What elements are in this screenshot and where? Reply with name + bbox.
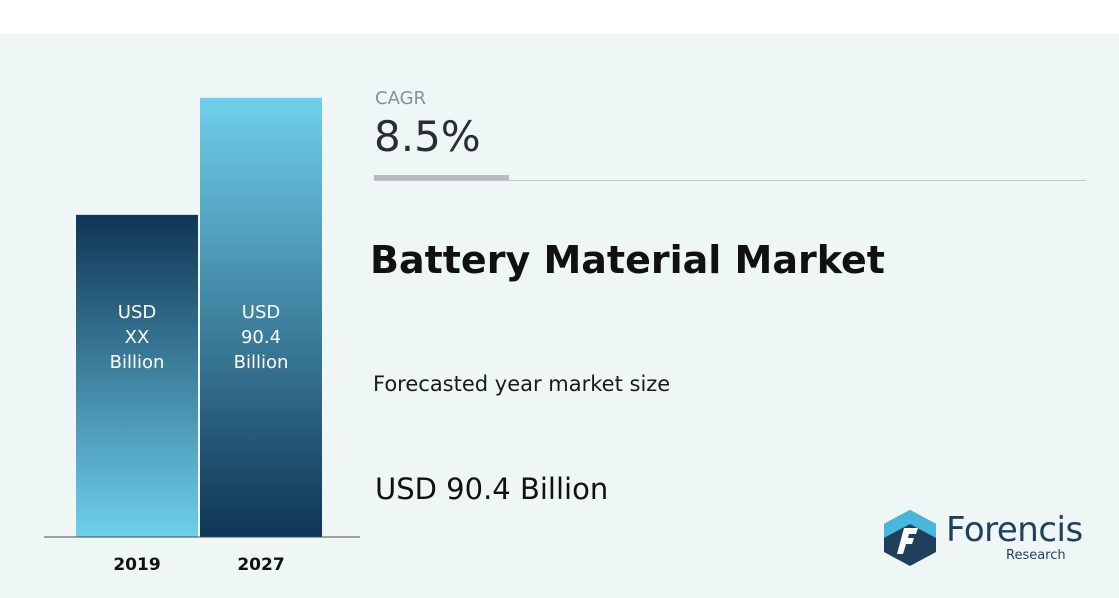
market-title: Battery Material Market — [370, 238, 885, 282]
logo-subtitle: Research — [1006, 548, 1066, 563]
cagr-value: 8.5% — [374, 112, 481, 161]
cagr-label: CAGR — [375, 88, 427, 109]
bar-label-2027-line-3: Billion — [234, 352, 289, 373]
cagr-underline — [374, 175, 509, 180]
logo-name: Forencis — [946, 510, 1083, 550]
bar-label-2027-line-2: 90.4 — [241, 327, 281, 348]
divider-rule — [374, 180, 1086, 181]
bar-label-2019-line-2: XX — [125, 327, 150, 348]
bar-label-2019-line-1: USD — [118, 302, 156, 323]
forecast-label: Forecasted year market size — [373, 372, 671, 396]
x-tick-2027: 2027 — [237, 555, 284, 575]
bar-label-2019-line-3: Billion — [110, 352, 165, 373]
forencis-logo: Forencis Research — [880, 508, 1083, 568]
bar-chart: USD XX Billion USD 90.4 Billion 2019 2027 — [44, 97, 360, 575]
bar-2027 — [200, 97, 322, 537]
x-tick-2019: 2019 — [113, 555, 160, 575]
bar-2019 — [76, 214, 198, 538]
forencis-logo-icon — [884, 510, 936, 566]
bar-label-2027-line-1: USD — [242, 302, 280, 323]
forecast-value: USD 90.4 Billion — [375, 472, 609, 506]
